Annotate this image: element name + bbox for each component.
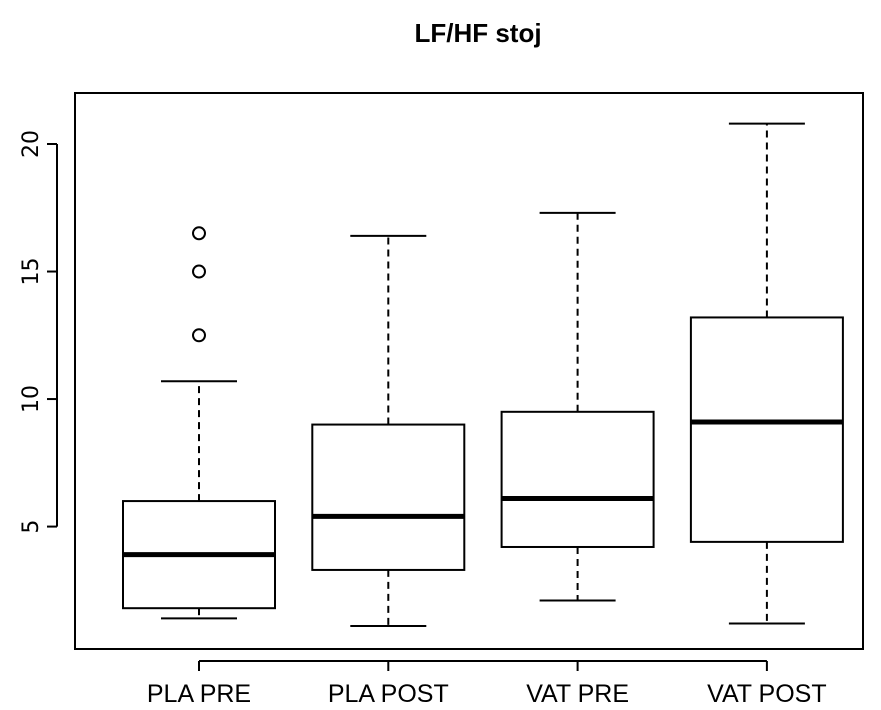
x-tick-label-1: PLA POST (328, 680, 449, 708)
box-3 (689, 122, 844, 625)
outlier-point-0-0 (192, 328, 206, 343)
x-axis: PLA PRE PLA POST VAT PRE VAT POST (147, 660, 827, 708)
x-tick-label-2: VAT PRE (526, 680, 629, 708)
boxes-group (122, 122, 844, 628)
box-1 (311, 234, 466, 628)
y-tick-label-10: 10 (19, 385, 44, 413)
box-rect-2 (500, 410, 655, 548)
outlier-point-0-2 (192, 226, 206, 241)
chart-title: LF/HF stoj (414, 18, 541, 48)
box-rect-1 (311, 423, 466, 571)
box-2 (500, 211, 655, 602)
y-tick-label-20: 20 (19, 130, 44, 158)
outlier-point-0-1 (192, 264, 206, 279)
y-tick-label-5: 5 (19, 520, 44, 534)
plot-frame (74, 92, 864, 650)
box-0 (122, 226, 276, 620)
y-tick-label-15: 15 (19, 258, 44, 286)
y-axis: 5 10 15 20 (19, 130, 58, 534)
x-tick-label-3: VAT POST (707, 680, 826, 708)
box-rect-3 (689, 316, 844, 543)
x-tick-label-0: PLA PRE (147, 680, 251, 708)
